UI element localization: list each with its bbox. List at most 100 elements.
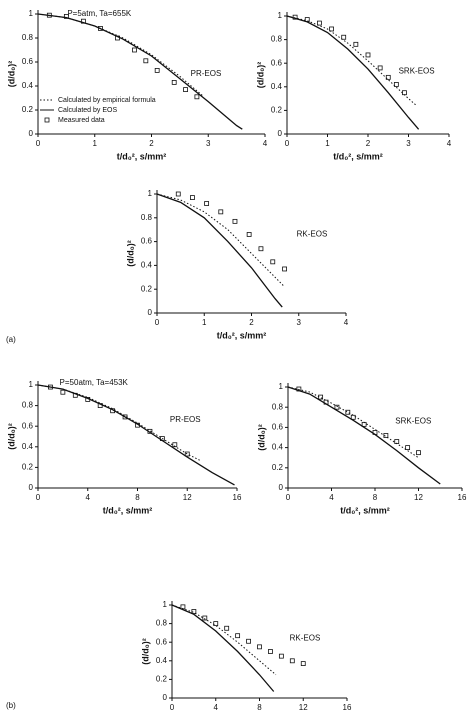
y-tick-label: 0 (163, 693, 168, 702)
data-point (383, 433, 389, 438)
y-axis-label: (d/d₀)² (6, 61, 16, 88)
data-line (287, 386, 441, 485)
data-point (183, 87, 188, 92)
data-point (350, 414, 356, 420)
data-point (235, 633, 241, 639)
data-line (37, 384, 235, 486)
y-tick-label: 0.2 (22, 463, 34, 472)
data-point (213, 621, 219, 626)
data-point (377, 65, 383, 71)
x-tick-label: 12 (414, 493, 423, 502)
data-point (334, 404, 340, 410)
data-line (37, 384, 200, 461)
y-axis-label: (d/d₀)² (125, 240, 135, 267)
x-tick-label: 3 (406, 139, 411, 148)
data-point (175, 191, 181, 197)
data-point (385, 74, 391, 80)
data-line (171, 604, 277, 676)
data-point (81, 18, 86, 24)
data-point (258, 246, 264, 252)
data-point (316, 20, 322, 26)
y-tick-label: 0.2 (141, 284, 153, 293)
data-point (132, 47, 137, 53)
data-point (143, 58, 149, 64)
data-point (60, 389, 66, 395)
y-tick-label: 0.8 (271, 35, 283, 44)
data-line (37, 13, 243, 130)
y-tick-label: 0.4 (156, 656, 168, 665)
legend-label: Measured data (58, 117, 105, 124)
data-point (218, 209, 224, 215)
y-tick-label: 1 (29, 9, 34, 18)
data-point (172, 442, 178, 448)
data-point (202, 615, 208, 621)
y-tick-label: 0.4 (271, 82, 283, 91)
y-tick-label: 0.2 (272, 463, 284, 472)
data-point (246, 638, 251, 644)
data-point (72, 392, 78, 398)
x-tick-label: 16 (343, 703, 352, 712)
data-line (156, 193, 283, 308)
x-tick-label: 4 (447, 139, 452, 148)
x-tick-label: 2 (149, 139, 154, 148)
y-tick-label: 0 (279, 483, 284, 492)
data-point (154, 68, 160, 73)
data-point (365, 52, 371, 58)
data-line (286, 15, 420, 130)
x-tick-label: 0 (170, 703, 175, 712)
data-point (270, 259, 276, 265)
data-line (171, 604, 275, 692)
annotation: SRK-EOS (395, 416, 431, 425)
y-tick-label: 0.4 (272, 443, 284, 452)
data-point (341, 34, 347, 40)
y-tick-label: 0 (278, 129, 283, 138)
panel-label: (b) (6, 701, 16, 710)
annotation: RK-EOS (297, 230, 328, 239)
data-line (37, 13, 203, 96)
annotation: PR-EOS (170, 415, 201, 424)
x-axis-label: t/d₀², s/mm² (340, 505, 390, 515)
data-point (393, 82, 399, 87)
data-line (156, 193, 285, 288)
y-tick-label: 0.2 (22, 105, 34, 114)
data-point (246, 232, 252, 237)
x-axis-label: t/d₀², s/mm² (117, 151, 167, 161)
data-point (345, 409, 351, 415)
data-point (224, 625, 230, 631)
x-tick-label: 1 (202, 318, 207, 327)
data-point (135, 422, 140, 428)
y-tick-label: 1 (163, 600, 168, 609)
x-tick-label: 4 (263, 139, 268, 148)
x-axis-label: t/d₀², s/mm² (103, 505, 153, 515)
data-point (416, 450, 421, 456)
annotation: PR-EOS (191, 69, 222, 78)
data-point (394, 439, 400, 444)
y-tick-label: 0.8 (141, 213, 153, 222)
x-tick-label: 1 (93, 139, 98, 148)
x-tick-label: 0 (286, 493, 291, 502)
y-tick-label: 1 (29, 380, 34, 389)
x-tick-label: 3 (297, 318, 302, 327)
y-tick-label: 0.2 (156, 675, 168, 684)
y-tick-label: 0.6 (156, 637, 168, 646)
x-tick-label: 4 (344, 318, 349, 327)
x-axis-label: t/d₀², s/mm² (333, 151, 383, 161)
y-tick-label: 0.6 (271, 58, 283, 67)
data-point (180, 604, 186, 610)
data-point (190, 195, 195, 200)
x-tick-label: 8 (373, 493, 378, 502)
x-tick-label: 12 (299, 703, 308, 712)
y-axis-label: (d/d₀)² (256, 424, 266, 451)
y-tick-label: 0.6 (141, 237, 153, 246)
annotation: RK-EOS (290, 634, 321, 643)
data-point (353, 41, 359, 47)
annotation: P=5atm, Ta=655K (67, 9, 132, 18)
data-point (323, 399, 329, 405)
x-tick-label: 16 (233, 493, 242, 502)
annotation: P=50atm, Ta=453K (60, 378, 129, 387)
y-tick-label: 0 (29, 129, 34, 138)
y-axis-label: (d/d₀)² (6, 423, 16, 450)
data-point (278, 653, 284, 659)
data-point (268, 649, 273, 654)
